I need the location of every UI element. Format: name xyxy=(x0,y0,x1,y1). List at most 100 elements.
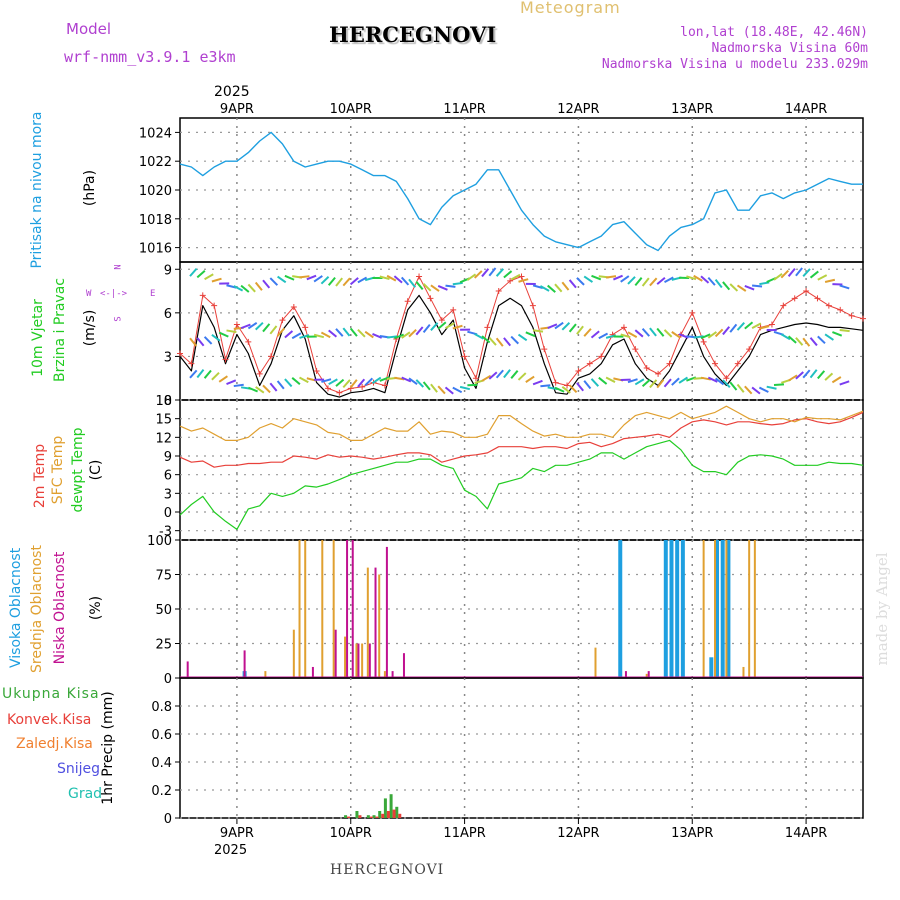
cloud-bar xyxy=(709,657,714,678)
elevation: Nadmorska Visina 60m xyxy=(711,41,868,56)
y-tick-label: 3 xyxy=(164,487,172,502)
wind-arrow xyxy=(408,328,417,338)
wind-arrow xyxy=(714,279,723,289)
wind-arrow xyxy=(422,381,431,391)
wind-arrow xyxy=(678,376,689,384)
wind-arrow xyxy=(809,270,819,279)
wind-arrow xyxy=(248,386,259,393)
wind-arrow xyxy=(430,322,439,331)
wind-arrow xyxy=(328,378,338,386)
wind-arrow xyxy=(605,376,616,383)
wind-arrow xyxy=(226,329,237,334)
bottom-day-label: 12APR xyxy=(557,826,599,841)
wind-arrow xyxy=(430,284,440,292)
wind-arrow xyxy=(568,279,577,289)
bottom-day-label: 11APR xyxy=(443,826,485,841)
wind-arrow xyxy=(824,372,834,381)
cloud-bar xyxy=(391,671,394,678)
precip-bar xyxy=(392,809,396,818)
legend-conv: Konvek.Kisa xyxy=(7,712,92,728)
wind-arrow xyxy=(233,285,244,292)
wind-arrow xyxy=(364,330,374,339)
wind-arrow xyxy=(634,378,645,386)
wind-arrow xyxy=(394,376,405,381)
wind-arrow xyxy=(517,333,528,342)
wind-arrow xyxy=(809,369,818,379)
wind-arrow xyxy=(510,273,521,281)
wind-arrow xyxy=(437,285,448,291)
wind-arrow xyxy=(452,281,463,286)
wind-arrow xyxy=(729,323,738,333)
wind-arrow xyxy=(649,327,657,337)
meteogram-label: Meteogram xyxy=(520,0,621,17)
wind-arrow xyxy=(627,331,638,339)
top-day-label: 12APR xyxy=(557,102,599,117)
wind-arrow xyxy=(547,323,558,330)
wind-arrow xyxy=(189,337,198,347)
wind-arrow xyxy=(722,379,731,389)
wind-arrow xyxy=(379,275,390,281)
wind-arrow xyxy=(641,277,650,287)
y-tick-label: 1022 xyxy=(139,155,172,170)
panel-frame xyxy=(179,539,864,679)
wind-arrow xyxy=(415,281,424,291)
wind-arrow xyxy=(262,323,271,333)
wind-arrow xyxy=(510,370,519,379)
y-tick-label: 12 xyxy=(155,431,172,446)
wind-arrow xyxy=(817,274,828,281)
wind-arrow xyxy=(218,375,228,383)
wind-arrow xyxy=(525,375,535,383)
wind-arrow xyxy=(766,385,777,390)
wind-speed-point xyxy=(734,360,741,367)
wind-arrow xyxy=(736,383,745,393)
top-day-label: 13APR xyxy=(671,102,713,117)
cloud-bar xyxy=(594,647,597,678)
wind-arrow xyxy=(839,284,850,290)
wind-arrow xyxy=(240,284,250,293)
y-tick-label: 0 xyxy=(164,672,172,687)
wind-arrow xyxy=(620,275,630,283)
wind-arrow xyxy=(686,275,697,281)
wind-speed-point xyxy=(313,367,320,374)
wind-arrow xyxy=(832,331,843,337)
footer-title: HERCEGNOVI xyxy=(330,862,445,878)
wind-arrow xyxy=(540,384,551,388)
precip-bar xyxy=(386,811,390,818)
wind-arrow xyxy=(203,369,212,379)
wind-arrow xyxy=(525,331,536,338)
page-title: HERCEGNOVI xyxy=(329,22,497,47)
wind-arrow xyxy=(459,385,471,391)
cloud-bar xyxy=(702,540,705,678)
wind-speed-point xyxy=(518,273,525,280)
wind-arrow xyxy=(780,269,790,279)
y-tick-label: 15 xyxy=(155,413,172,428)
wind-arrow xyxy=(663,378,672,388)
cloud-bar xyxy=(714,540,717,678)
wind-speed-point xyxy=(211,302,218,309)
wind-arrow xyxy=(802,268,811,277)
bottom-year: 2025 xyxy=(214,843,247,858)
top-day-label: 10APR xyxy=(330,102,372,117)
wind-arrow xyxy=(481,374,492,382)
cloud-bar xyxy=(624,671,627,678)
wind-arrow xyxy=(707,331,717,339)
wind-arrow xyxy=(729,283,739,292)
wind-arrow xyxy=(276,327,285,337)
wind-arrow xyxy=(590,378,600,387)
wind-arrow xyxy=(371,376,382,384)
wind-arrow xyxy=(189,369,198,379)
cloud-bar xyxy=(680,540,685,678)
cloud-bar xyxy=(346,540,349,678)
wind-arrow xyxy=(532,379,543,386)
cloud-bar xyxy=(357,643,360,678)
wind-arrow xyxy=(342,379,351,389)
wind-arrow xyxy=(401,331,411,339)
cloud-bar xyxy=(647,671,650,678)
wind-arrow xyxy=(605,275,617,279)
temp-line-1 xyxy=(179,405,864,441)
wind-arrow xyxy=(255,386,265,394)
wind-arrow xyxy=(554,321,564,330)
wind-arrow xyxy=(481,335,491,344)
wind-panel: 0 3 6 9 xyxy=(164,261,866,409)
wind-arrow xyxy=(394,333,405,340)
